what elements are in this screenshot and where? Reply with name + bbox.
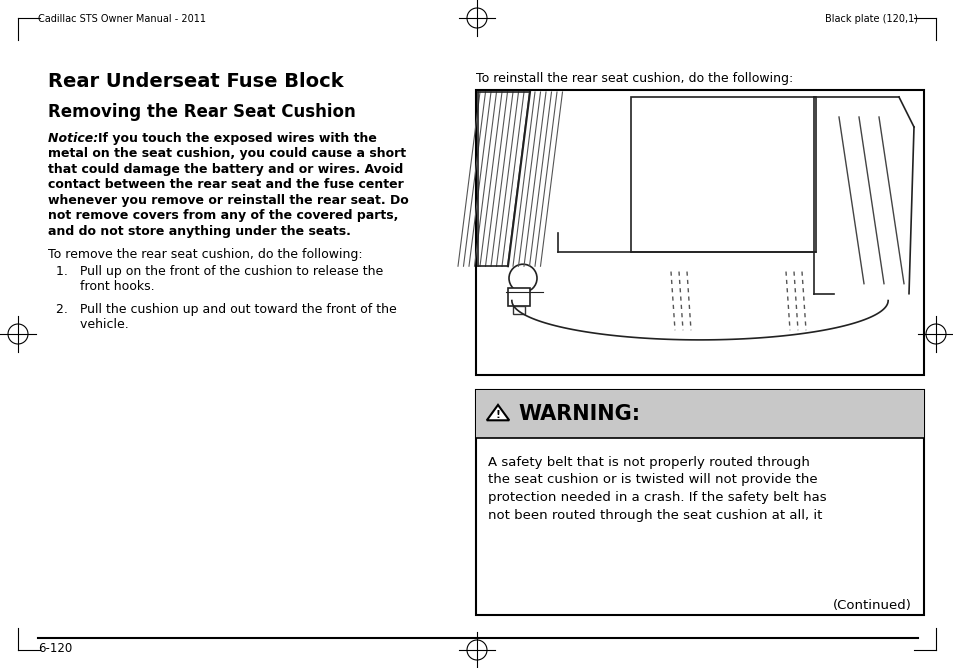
Text: To reinstall the rear seat cushion, do the following:: To reinstall the rear seat cushion, do t… — [476, 72, 792, 85]
Text: vehicle.: vehicle. — [56, 318, 129, 331]
Text: the seat cushion or is twisted will not provide the: the seat cushion or is twisted will not … — [488, 474, 817, 486]
Polygon shape — [486, 405, 509, 420]
Text: not remove covers from any of the covered parts,: not remove covers from any of the covere… — [48, 210, 398, 222]
Text: front hooks.: front hooks. — [56, 280, 154, 293]
Bar — [630, 97, 815, 252]
Text: Notice:: Notice: — [48, 132, 107, 145]
Bar — [476, 90, 923, 375]
Bar — [507, 288, 530, 306]
Text: Black plate (120,1): Black plate (120,1) — [824, 14, 917, 24]
Text: whenever you remove or reinstall the rear seat. Do: whenever you remove or reinstall the rea… — [48, 194, 408, 207]
Text: 6-120: 6-120 — [38, 642, 72, 655]
Text: 2.   Pull the cushion up and out toward the front of the: 2. Pull the cushion up and out toward th… — [56, 303, 396, 316]
Text: that could damage the battery and or wires. Avoid: that could damage the battery and or wir… — [48, 163, 403, 176]
Bar — [513, 306, 524, 314]
Text: not been routed through the seat cushion at all, it: not been routed through the seat cushion… — [488, 508, 821, 522]
Bar — [476, 390, 923, 438]
Text: metal on the seat cushion, you could cause a short: metal on the seat cushion, you could cau… — [48, 148, 406, 160]
Text: If you touch the exposed wires with the: If you touch the exposed wires with the — [98, 132, 376, 145]
Text: Cadillac STS Owner Manual - 2011: Cadillac STS Owner Manual - 2011 — [38, 14, 206, 24]
Text: contact between the rear seat and the fuse center: contact between the rear seat and the fu… — [48, 178, 403, 192]
Text: Rear Underseat Fuse Block: Rear Underseat Fuse Block — [48, 72, 343, 91]
Text: and do not store anything under the seats.: and do not store anything under the seat… — [48, 225, 351, 238]
Text: To remove the rear seat cushion, do the following:: To remove the rear seat cushion, do the … — [48, 248, 362, 261]
Bar — [476, 390, 923, 615]
Text: !: ! — [495, 409, 500, 420]
Text: Removing the Rear Seat Cushion: Removing the Rear Seat Cushion — [48, 103, 355, 121]
Text: 1.   Pull up on the front of the cushion to release the: 1. Pull up on the front of the cushion t… — [56, 265, 383, 278]
Text: protection needed in a crash. If the safety belt has: protection needed in a crash. If the saf… — [488, 491, 825, 504]
Text: A safety belt that is not properly routed through: A safety belt that is not properly route… — [488, 456, 809, 469]
Text: (Continued): (Continued) — [832, 599, 911, 612]
Text: WARNING:: WARNING: — [517, 404, 639, 424]
